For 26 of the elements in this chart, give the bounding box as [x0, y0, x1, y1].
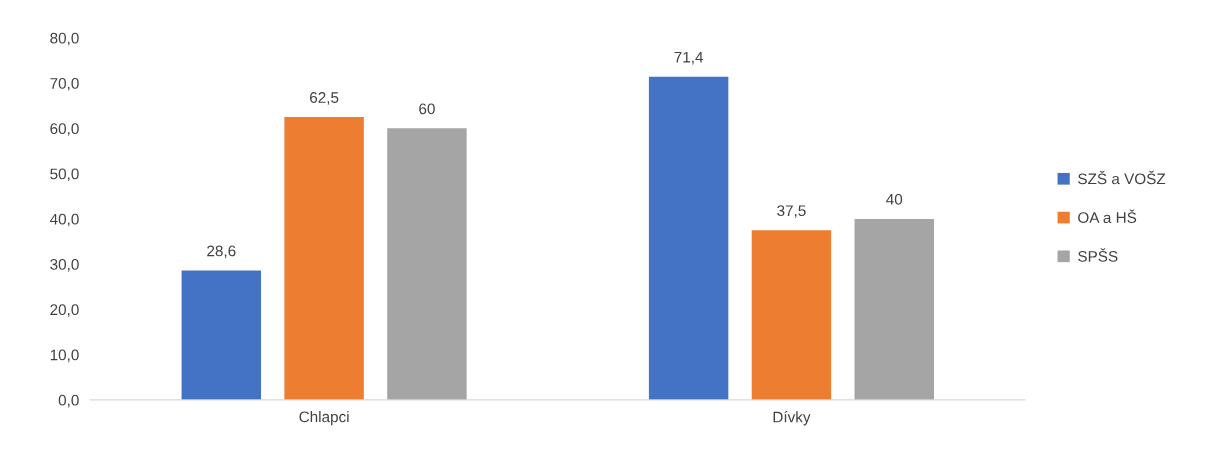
data-label: 60 [419, 103, 435, 115]
x-tick-label: Dívky [773, 411, 811, 426]
bar [648, 76, 729, 400]
y-tick-label: 10,0 [50, 349, 79, 363]
data-label: 37,5 [777, 205, 806, 218]
y-tick-label: 70,0 [50, 77, 79, 91]
bar [751, 230, 832, 400]
data-label: 71,4 [674, 51, 704, 65]
y-tick-label: 20,0 [50, 304, 79, 317]
legend-label: SPŠS [1078, 248, 1118, 262]
bar [181, 270, 262, 400]
bar [854, 218, 934, 400]
y-tick-label: 80,0 [50, 32, 79, 46]
y-tick-label: 60,0 [50, 123, 79, 136]
data-label: 62,5 [310, 92, 339, 105]
y-tick-label: 40,0 [49, 213, 79, 227]
data-label: 28,6 [207, 245, 236, 259]
bar [387, 128, 467, 400]
y-tick-label: 50,0 [50, 168, 79, 182]
y-tick-label: 30,0 [50, 259, 79, 272]
legend-label: SZŠ a VOŠZ [1078, 170, 1166, 185]
x-tick-label: Chlapci [299, 411, 349, 426]
legend-label: OA a HŠ [1078, 209, 1137, 224]
bar [284, 117, 364, 400]
data-label: 40 [886, 193, 903, 205]
y-tick-label: 0,0 [58, 394, 79, 408]
